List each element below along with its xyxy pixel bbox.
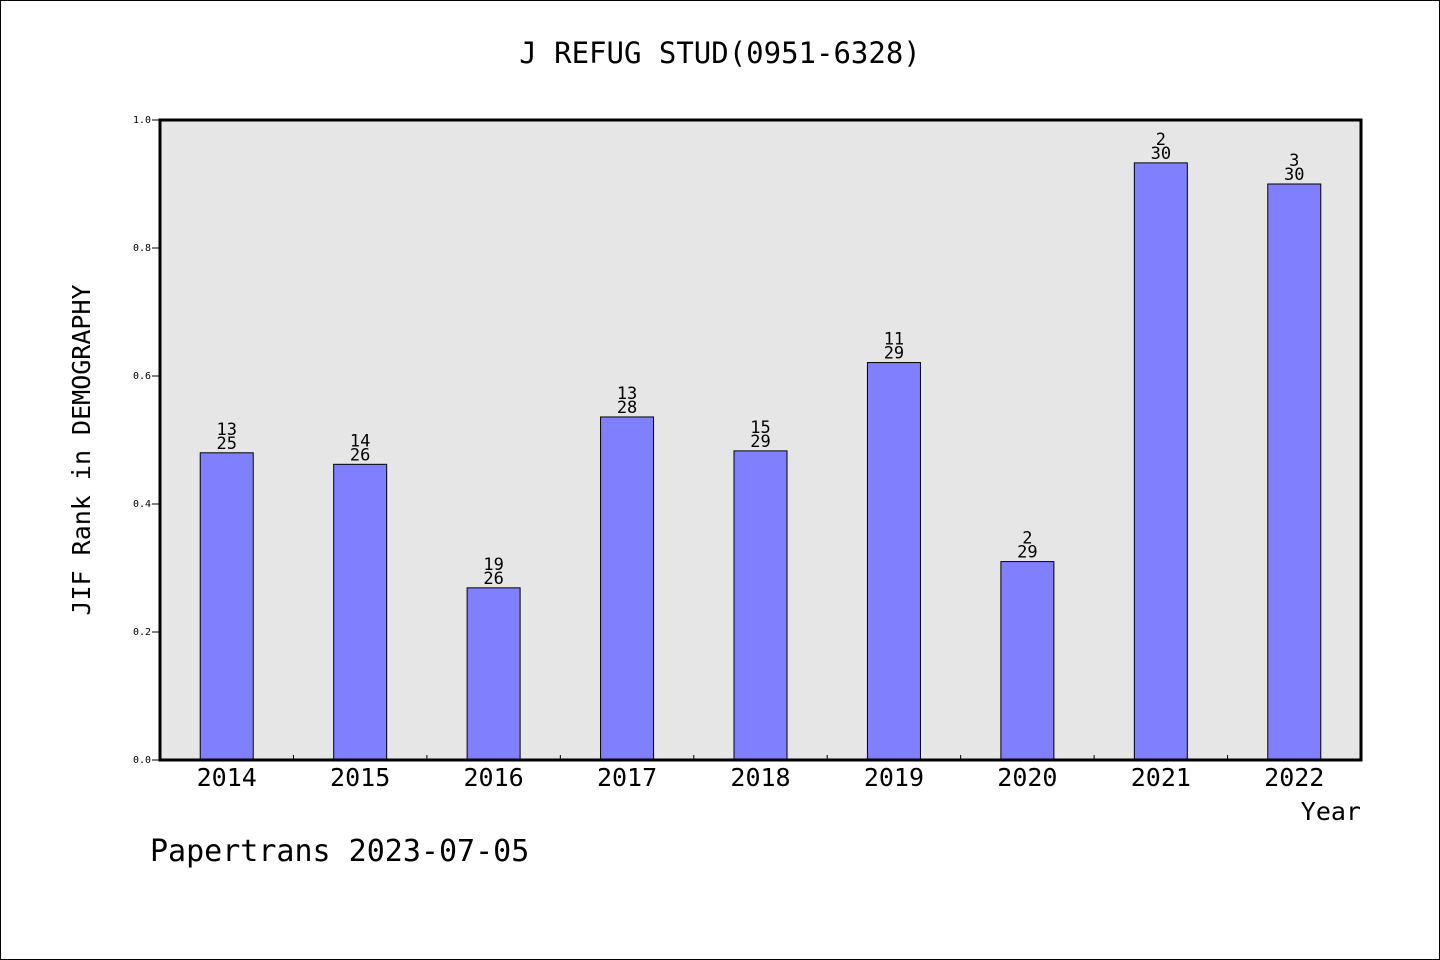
bar-label-total: 30 <box>1284 165 1304 185</box>
bar-label-rank: 3 <box>1289 151 1299 171</box>
bar-label-total: 26 <box>350 445 370 465</box>
x-tick-label: 2019 <box>864 763 924 792</box>
x-tick-label: 2021 <box>1131 763 1191 792</box>
y-tick-label: 1.0 <box>133 115 151 126</box>
bar <box>199 452 254 761</box>
bar-label-rank: 2 <box>1022 529 1032 549</box>
x-tick-label: 2020 <box>997 763 1057 792</box>
y-tick-label: 0.4 <box>133 499 151 510</box>
y-tick-label: 0.2 <box>133 627 151 638</box>
bar <box>1000 561 1055 761</box>
bar-label-rank: 19 <box>483 555 503 575</box>
x-tick-label: 2022 <box>1264 763 1324 792</box>
x-tick-label: 2014 <box>197 763 257 792</box>
bar-label-total: 30 <box>1151 144 1171 164</box>
x-tick-label: 2016 <box>464 763 524 792</box>
x-tick-label: 2017 <box>597 763 657 792</box>
footer-credit: Papertrans 2023-07-05 <box>150 834 530 869</box>
bar <box>733 450 788 761</box>
y-tick-label: 0.8 <box>133 243 151 254</box>
y-tick-label: 0.0 <box>133 755 151 766</box>
bar-label-rank: 13 <box>216 420 236 440</box>
bar <box>466 587 521 761</box>
y-axis-title: JIF Rank in DEMOGRAPHY <box>67 284 96 615</box>
bar <box>866 362 921 761</box>
plot-border <box>158 118 1363 762</box>
y-tick-label: 0.6 <box>133 371 151 382</box>
bar-label-total: 29 <box>884 344 904 364</box>
bar-label-rank: 11 <box>884 330 904 350</box>
bar-label-total: 29 <box>750 432 770 452</box>
bar-label-total: 28 <box>617 398 637 418</box>
bar-label-rank: 15 <box>750 418 770 438</box>
bar-label-total: 26 <box>483 569 503 589</box>
bar-label-rank: 2 <box>1156 130 1166 150</box>
bar-label-total: 29 <box>1017 543 1037 563</box>
bar <box>600 416 655 761</box>
x-tick-label: 2015 <box>330 763 390 792</box>
bar <box>1267 183 1322 761</box>
bar-label-rank: 14 <box>350 431 370 451</box>
bar-label-rank: 13 <box>617 384 637 404</box>
x-axis-title: Year <box>1301 797 1361 826</box>
bar <box>333 463 388 761</box>
x-tick-label: 2018 <box>730 763 790 792</box>
bar <box>1133 162 1188 761</box>
bar-label-total: 25 <box>216 434 236 454</box>
chart-title: J REFUG STUD(0951-6328) <box>519 36 921 70</box>
